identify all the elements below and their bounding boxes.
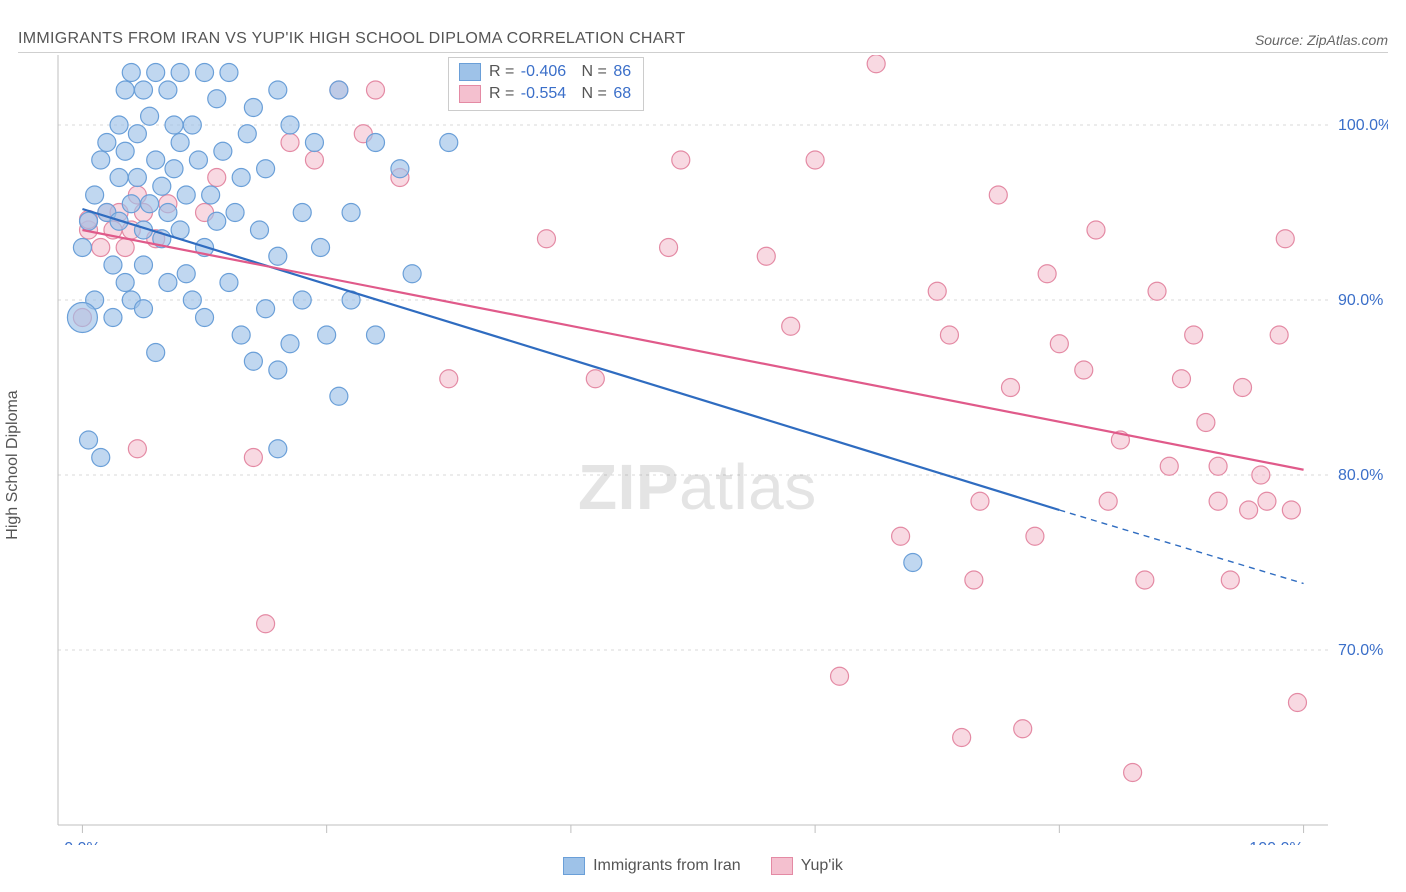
- scatter-chart: 70.0% 80.0% 90.0% 100.0% 0.0% 100.0%: [18, 55, 1388, 845]
- chart-title: IMMIGRANTS FROM IRAN VS YUP'IK HIGH SCHO…: [18, 30, 685, 48]
- chart-header: IMMIGRANTS FROM IRAN VS YUP'IK HIGH SCHO…: [18, 20, 1388, 53]
- legend-swatch: [459, 63, 481, 81]
- svg-text:100.0%: 100.0%: [1338, 117, 1388, 134]
- source-name: ZipAtlas.com: [1307, 32, 1388, 48]
- source-prefix: Source:: [1255, 32, 1307, 48]
- series-legend: Immigrants from Iran Yup'ik: [18, 857, 1388, 875]
- legend-stat: R = -0.554 N = 68: [489, 83, 633, 105]
- legend-label: Immigrants from Iran: [593, 857, 741, 875]
- svg-text:70.0%: 70.0%: [1338, 642, 1383, 659]
- svg-text:90.0%: 90.0%: [1338, 292, 1383, 309]
- svg-text:80.0%: 80.0%: [1338, 467, 1383, 484]
- legend-item: Yup'ik: [771, 857, 843, 875]
- plot-container: High School Diploma ZIPatlas 70.0%80.0%9…: [18, 55, 1388, 875]
- y-axis-label: High School Diploma: [4, 390, 22, 539]
- correlation-legend: R = -0.406 N = 86R = -0.554 N = 68: [448, 57, 644, 111]
- legend-stat: R = -0.406 N = 86: [489, 61, 633, 83]
- source-attribution: Source: ZipAtlas.com: [1255, 32, 1388, 48]
- legend-item: Immigrants from Iran: [563, 857, 741, 875]
- svg-text:0.0%: 0.0%: [64, 840, 100, 845]
- legend-swatch: [563, 857, 585, 875]
- legend-swatch: [459, 85, 481, 103]
- legend-label: Yup'ik: [801, 857, 843, 875]
- svg-text:100.0%: 100.0%: [1249, 840, 1303, 845]
- legend-swatch: [771, 857, 793, 875]
